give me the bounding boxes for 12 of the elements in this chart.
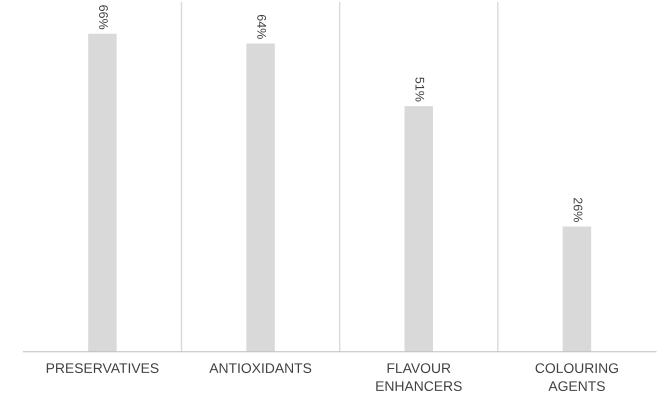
data-label: 64%: [257, 14, 266, 39]
x-tick-label: ANTIOXIDANTS: [209, 363, 312, 374]
data-label: 66%: [99, 5, 108, 30]
x-tick-label: FLAVOUR ENHANCERS: [376, 363, 462, 392]
bar: [562, 226, 592, 352]
x-tick-label: PRESERVATIVES: [46, 363, 158, 374]
x-tick-label: COLOURING AGENTS: [536, 363, 618, 392]
data-label: 26%: [574, 198, 582, 222]
bar: [88, 34, 117, 352]
bar: [404, 106, 433, 352]
bar: [246, 43, 275, 352]
data-label: 51%: [415, 77, 424, 102]
